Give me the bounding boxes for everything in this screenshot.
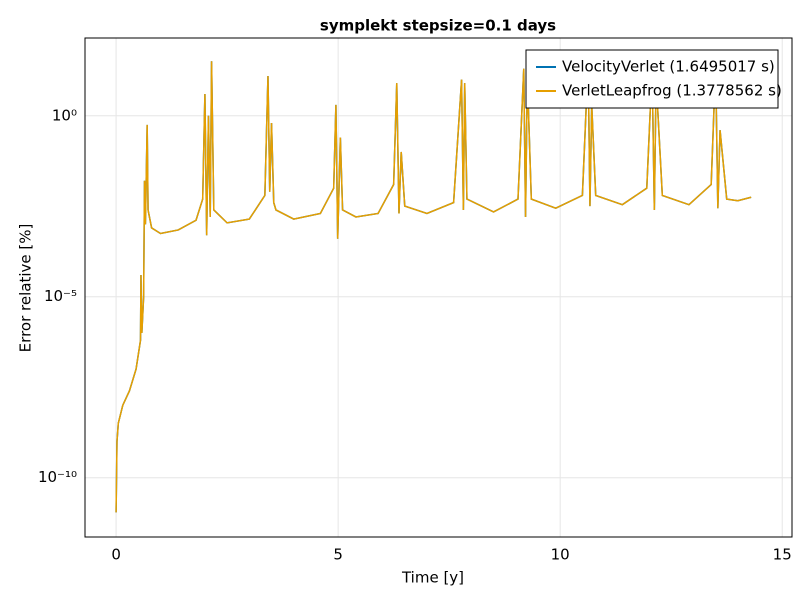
- legend-label: VelocityVerlet (1.6495017 s): [562, 58, 775, 76]
- legend-box: [525, 49, 779, 109]
- y-tick-label: 10⁻¹⁰: [38, 468, 77, 486]
- x-axis-label: Time [y]: [401, 569, 464, 587]
- plot-frame: [84, 37, 793, 538]
- chart-title: symplekt stepsize=0.1 days: [320, 17, 556, 35]
- y-tick-label: 10⁻⁵: [44, 287, 77, 305]
- legend-label: VerletLeapfrog (1.3778562 s): [562, 82, 782, 100]
- x-tick-label: 10: [551, 546, 570, 564]
- x-tick-label: 15: [773, 546, 792, 564]
- series-line: [115, 61, 752, 513]
- y-axis-label: Error relative [%]: [17, 224, 35, 353]
- y-tick-label: 10⁰: [52, 106, 77, 124]
- x-tick-label: 0: [111, 546, 121, 564]
- x-tick-label: 5: [333, 546, 343, 564]
